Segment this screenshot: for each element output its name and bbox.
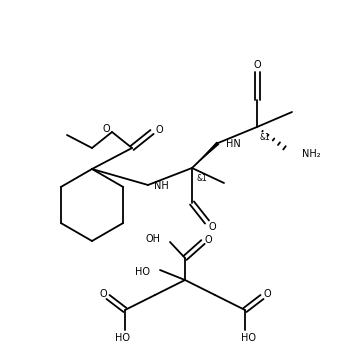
Text: HO: HO xyxy=(114,333,130,343)
Text: O: O xyxy=(155,125,163,135)
Text: OH: OH xyxy=(146,234,161,244)
Text: &1: &1 xyxy=(260,133,270,142)
Text: HN: HN xyxy=(226,139,241,149)
Text: &1: &1 xyxy=(197,174,207,183)
Text: O: O xyxy=(102,124,110,134)
Text: NH: NH xyxy=(154,181,169,191)
Text: NH₂: NH₂ xyxy=(302,149,320,159)
Text: O: O xyxy=(99,289,107,299)
Text: O: O xyxy=(253,60,261,70)
Text: HO: HO xyxy=(240,333,256,343)
Text: HO: HO xyxy=(135,267,150,277)
Text: O: O xyxy=(208,222,216,232)
Polygon shape xyxy=(192,142,219,168)
Text: O: O xyxy=(204,235,212,245)
Text: O: O xyxy=(263,289,271,299)
